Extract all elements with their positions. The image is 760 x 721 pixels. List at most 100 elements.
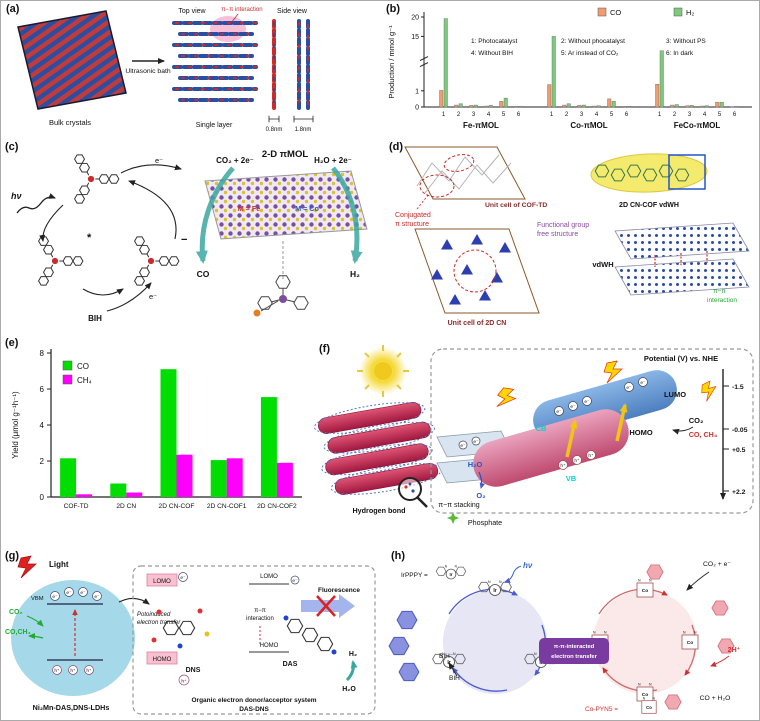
text-deco: FeCo-πMOL (674, 121, 721, 130)
text-deco: 2 (673, 112, 677, 118)
panel-b: (b) 0 1 15 20 Production / mmol g⁻¹ CO H₂ 1: Ph… (384, 3, 758, 143)
bar (734, 106, 739, 108)
pet-label-2: electron transfer (137, 620, 181, 626)
panel-f-art: Hydrogen bond π−π stacking Phosphate Pot… (313, 345, 754, 527)
circle-deco (64, 587, 74, 597)
sulfur-atom (253, 309, 261, 317)
bar (514, 106, 519, 108)
rect-deco (325, 443, 429, 476)
cn-highlight (453, 249, 497, 293)
excited-state-mark: * (87, 232, 92, 244)
bar (110, 483, 127, 497)
bar (226, 458, 243, 497)
pet-box-label-1: π-π-interacted (554, 644, 595, 650)
bar (670, 104, 675, 108)
circle-deco (279, 295, 287, 303)
unit-cell-cn-label: Unit cell of 2D CN (448, 320, 507, 327)
co-cycle (593, 590, 697, 694)
text-deco: 6 (517, 112, 521, 118)
text-deco: Production / mmol g⁻¹ (387, 25, 396, 99)
text-deco: 0 (40, 493, 45, 502)
ir-cycle (443, 590, 547, 694)
text-deco: 1 (550, 112, 554, 118)
text-deco: CO (610, 8, 621, 17)
holes-vb: h⁺ h⁺ h⁺ (558, 450, 596, 470)
use-deco (491, 272, 503, 283)
use-deco (316, 636, 334, 652)
bar (499, 101, 504, 108)
use-deco (664, 694, 682, 710)
text-deco: 6 (625, 112, 629, 118)
conjugated-highlight-2 (419, 174, 455, 198)
panel-h-tag: (h) (391, 550, 406, 562)
bar (439, 90, 444, 108)
panel-e-chart: 0 2 4 6 8 Yield (μmol g⁻¹h⁻¹) CO CH₄ COF-TD 2D CN… (11, 349, 302, 510)
bar (674, 104, 679, 108)
path-deco (128, 180, 177, 240)
bar (611, 101, 616, 108)
use-deco (646, 564, 664, 580)
pipi-label-1: π−π (254, 608, 266, 614)
text-deco: -0.05 (732, 427, 748, 434)
co2-2e-label: CO₂ + 2e⁻ (216, 156, 254, 165)
bar (719, 101, 724, 108)
bar (503, 97, 508, 108)
bar (60, 458, 77, 497)
potential-axis-title: Potential (V) vs. NHE (644, 354, 718, 363)
text-deco: e⁻ (80, 591, 86, 596)
use-deco (257, 296, 273, 310)
bar (704, 105, 709, 108)
line-deco (416, 193, 430, 210)
bih-label: BIH (449, 675, 460, 682)
path-deco (39, 204, 64, 242)
use-deco (636, 578, 654, 598)
panel-d-art: Unit cell of COF-TD Conjugated π structu… (395, 146, 750, 327)
circle-deco (290, 575, 300, 585)
path-deco (82, 288, 124, 296)
text-deco: 4 (703, 112, 707, 118)
use-deco (449, 294, 461, 305)
text-deco: e⁻ (180, 576, 186, 581)
light-label: Light (49, 560, 69, 569)
circle-deco (471, 436, 481, 446)
rect-deco (62, 360, 73, 371)
text-deco: 2: Without phocatalyst (561, 38, 625, 45)
co-product-label: CO (197, 269, 210, 279)
co2-to-co-arrow (195, 166, 235, 264)
use-deco (711, 600, 729, 616)
text-deco: 20 (411, 15, 419, 22)
text-deco: HOMO (153, 657, 172, 663)
circle-deco (50, 591, 60, 601)
panel-d: (d) Unit cell of COF-TD Conjugated π str… (387, 141, 759, 337)
bar (581, 104, 586, 108)
cn-motifs (431, 234, 511, 305)
panel-e: (e) 0 2 4 6 8 Yield (μmol g⁻¹h⁻¹) CO CH₄ COF-TD 2… (5, 337, 313, 549)
donor-acceptor-box (132, 565, 376, 715)
h2o-label: H₂O (468, 460, 483, 469)
fluorescence-label: Fluorescence (318, 587, 360, 594)
panel-a-tag: (a) (6, 3, 20, 15)
text-deco: 0 (415, 105, 419, 112)
co-ch4-out-label: CO,CH₄ (5, 629, 31, 636)
circle-deco (68, 665, 78, 675)
cn-unit-cell (414, 228, 540, 314)
system-label-1: Organic electron donor/acceptor system (192, 697, 317, 704)
circle-deco (408, 482, 412, 486)
use-deco (461, 264, 473, 275)
panel-h: (h) IrPPPY = hν BIH⁻ BIH π-π-interacted … (387, 550, 759, 720)
bar (596, 105, 601, 108)
line-deco (260, 300, 279, 312)
path-deco (478, 471, 486, 489)
panel-d-tag: (d) (389, 141, 404, 153)
bar (276, 462, 293, 497)
nanorod-bundle (313, 402, 443, 495)
pet-box (539, 638, 609, 664)
sun-rays (357, 345, 409, 397)
circle-deco (178, 674, 190, 686)
circle-deco (586, 450, 596, 460)
use-deco (293, 296, 309, 310)
band-diagram-box (430, 348, 754, 514)
h2o-to-h2-arrow (331, 166, 363, 264)
path-deco (672, 426, 694, 435)
